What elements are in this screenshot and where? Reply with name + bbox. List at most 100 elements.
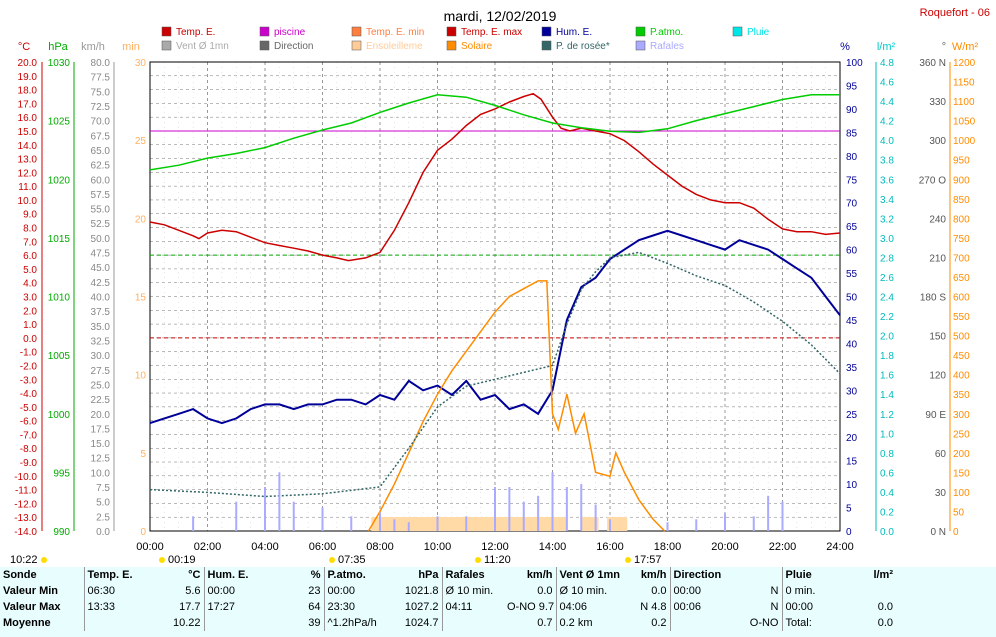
pct-tick: 70 [846, 199, 858, 210]
stats-cell: 5.6 [185, 585, 201, 597]
time-tick: 16:00 [596, 541, 624, 553]
stats-cell: ^1.2hPa/h [323, 615, 394, 631]
legend-item: Rafales [635, 40, 684, 52]
temp-tick: 17.0 [18, 99, 38, 110]
dir-tick: 240 [929, 214, 946, 225]
stats-cell: 1027.2 [404, 601, 439, 613]
kmh-tick: 12.5 [91, 454, 111, 465]
min-tick: 25 [135, 136, 147, 147]
stats-cell: 00:00 [781, 599, 844, 615]
pct-tick: 5 [846, 504, 852, 515]
temp-tick: 18.0 [18, 86, 38, 97]
hpa-tick: 1015 [48, 234, 71, 245]
temp-tick: 7.0 [23, 237, 37, 248]
stats-cell: 0.0 [537, 585, 553, 597]
pct-tick: 90 [846, 105, 858, 116]
rain-tick: 4.2 [880, 117, 894, 128]
stats-panel: Sonde Temp. E. °C Hum. E. % P.atmo. hPa … [0, 567, 996, 637]
legend-item: Temp. E. max [446, 26, 522, 38]
rain-tick: 4.8 [880, 58, 894, 69]
legend-swatch [259, 26, 270, 37]
stats-header-direction: Direction [669, 567, 740, 583]
legend-label: Temp. E. min [366, 27, 424, 38]
stats-cell: N [770, 601, 779, 613]
stats-cell: Total: [781, 615, 844, 631]
kmh-tick: 75.0 [91, 87, 111, 98]
sun-marker [159, 557, 165, 563]
kmh-tick: 15.0 [91, 439, 111, 450]
rain-tick: 2.4 [880, 293, 894, 304]
dir-tick: 210 [929, 253, 946, 264]
pct-tick: 35 [846, 363, 858, 374]
dir-tick: 90 E [925, 410, 946, 421]
kmh-tick: 25.0 [91, 380, 111, 391]
stats-header-pluie-unit: l/m² [873, 569, 893, 581]
kmh-tick: 77.5 [91, 73, 111, 84]
kmh-tick: 52.5 [91, 219, 111, 230]
sunrise-time: 07:35 [338, 554, 366, 566]
pct-tick: 0 [846, 527, 852, 538]
stats-cell: 13:33 [83, 599, 144, 615]
rain-tick: 4.0 [880, 136, 894, 147]
legend-swatch [161, 26, 172, 37]
rain-tick: 3.8 [880, 156, 894, 167]
stats-cell: 0.7 [537, 617, 553, 629]
wm2-tick: 50 [953, 507, 965, 518]
legend-label: P. de rosée* [556, 41, 610, 52]
legend-item: Temp. E. min [351, 26, 424, 38]
rain-tick: 4.4 [880, 97, 894, 108]
temp-tick: 14.0 [18, 141, 38, 152]
legend-swatch [732, 26, 743, 37]
legend-item: Ensoleilleme [351, 40, 423, 52]
stats-cell: 1021.8 [404, 585, 439, 597]
solar-noon-time: 11:20 [484, 554, 511, 566]
kmh-tick: 35.0 [91, 322, 111, 333]
kmh-tick: 22.5 [91, 395, 111, 406]
stats-header-direction-unit [740, 567, 782, 583]
axis-unit-label: % [840, 41, 850, 53]
rain-tick: 3.4 [880, 195, 894, 206]
temp-tick: -2.0 [20, 361, 38, 372]
time-tick: 18:00 [654, 541, 682, 553]
axis-unit-label: min [122, 41, 140, 53]
stats-header-patmo: P.atmo. [323, 567, 394, 583]
rain-tick: 1.2 [880, 410, 894, 421]
legend-swatch [161, 40, 172, 51]
axes: 20.0 19.0 18.0 17.0 16.0 15.0 14.0 13.0 12.0 11.0… [14, 58, 975, 538]
kmh-tick: 80.0 [91, 58, 111, 69]
temp-tick: 0.0 [23, 334, 37, 345]
axis-unit-label: hPa [48, 41, 68, 53]
pct-tick: 80 [846, 152, 858, 163]
rain-tick: 0.6 [880, 468, 894, 479]
stats-header-row: Sonde Temp. E. °C Hum. E. % P.atmo. hPa … [0, 567, 996, 583]
temp-tick: 16.0 [18, 113, 38, 124]
pct-tick: 60 [846, 246, 858, 257]
min-tick: 20 [135, 214, 147, 225]
time-tick: 22:00 [769, 541, 797, 553]
rain-tick: 2.0 [880, 332, 894, 343]
legend-label: Temp. E. max [461, 27, 522, 38]
legend-item: Direction [259, 40, 313, 52]
stats-cell: 39 [308, 617, 321, 629]
wm2-tick: 200 [953, 449, 970, 460]
rain-tick: 1.8 [880, 351, 894, 362]
wm2-tick: 100 [953, 488, 970, 499]
temp-tick: 19.0 [18, 72, 38, 83]
rain-tick: 1.4 [880, 390, 894, 401]
wm2-tick: 0 [953, 527, 959, 538]
stats-cell: 0.0 [651, 585, 667, 597]
legend-label: Vent Ø 1mn [176, 41, 229, 52]
dir-tick: 30 [935, 488, 947, 499]
time-tick: 12:00 [481, 541, 509, 553]
legend-item: Solaire [446, 40, 493, 52]
kmh-tick: 67.5 [91, 131, 111, 142]
legend-label: Temp. E. [176, 27, 215, 38]
min-tick: 15 [135, 293, 147, 304]
sunshine-bar [371, 517, 567, 531]
rain-tick: 0.0 [880, 527, 894, 538]
temp-tick: 10.0 [18, 196, 38, 207]
axis-unit-labels: °C hPa km/h min% l/m² ° W/m² [18, 41, 979, 53]
dir-tick: 360 N [919, 58, 946, 69]
stats-row-avg: Moyenne 10.22 39 ^1.2hPa/h 1024.7 0.7 0.… [0, 615, 996, 631]
dir-tick: 270 O [919, 175, 946, 186]
